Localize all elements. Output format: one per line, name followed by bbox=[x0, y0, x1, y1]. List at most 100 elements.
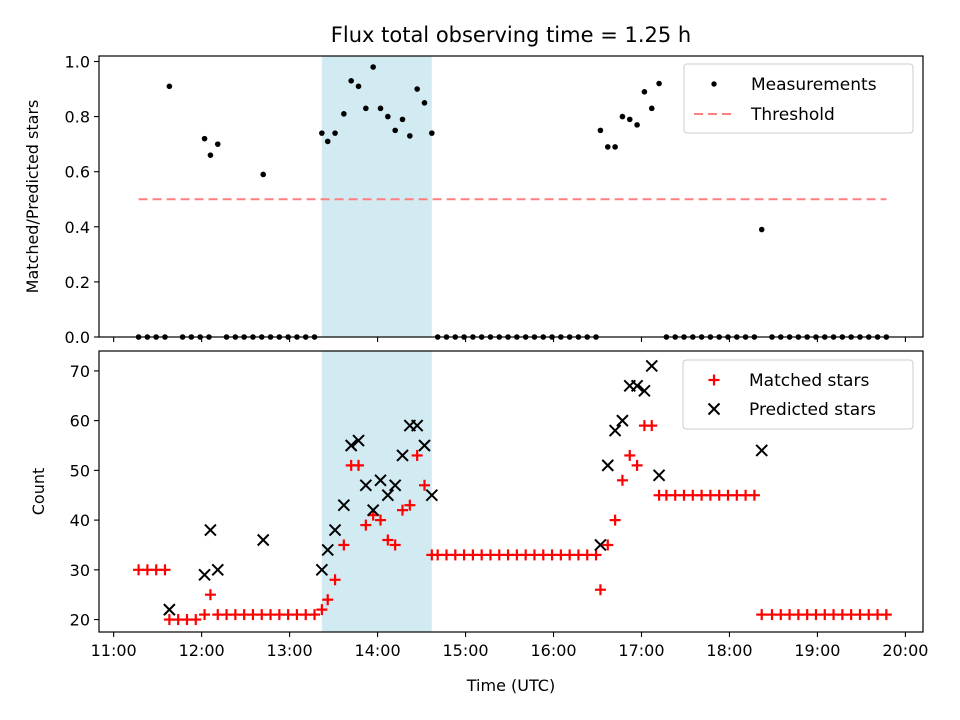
predicted-star-point bbox=[654, 470, 665, 481]
matched-star-point bbox=[632, 460, 643, 471]
measurement-point bbox=[620, 114, 626, 120]
bottom-y-tick-label: 30 bbox=[70, 561, 90, 580]
bottom-x-tick-label: 12:00 bbox=[179, 641, 225, 660]
predicted-star-point bbox=[258, 534, 269, 545]
predicted-star-point bbox=[205, 525, 216, 536]
matched-star-point bbox=[159, 564, 170, 575]
measurement-point bbox=[649, 106, 655, 112]
bottom-x-tick-label: 14:00 bbox=[355, 641, 401, 660]
observing-window-shade-bottom bbox=[322, 351, 432, 632]
measurement-point bbox=[370, 64, 376, 70]
measurement-point bbox=[167, 84, 173, 90]
measurement-point bbox=[215, 141, 221, 147]
legend-threshold-label: Threshold bbox=[750, 105, 835, 125]
measurement-point bbox=[612, 144, 618, 150]
measurement-point bbox=[341, 111, 347, 117]
observing-window-shade-top bbox=[322, 56, 432, 337]
bottom-x-tick-label: 19:00 bbox=[794, 641, 840, 660]
predicted-star-point bbox=[617, 415, 628, 426]
bottom-x-tick-label: 11:00 bbox=[91, 641, 137, 660]
predicted-star-point bbox=[632, 380, 643, 391]
bottom-y-tick-label: 70 bbox=[70, 362, 90, 381]
bottom-y-tick-label: 50 bbox=[70, 461, 90, 480]
bottom-y-tick-label: 60 bbox=[70, 412, 90, 431]
bottom-x-tick-label: 17:00 bbox=[618, 641, 664, 660]
predicted-star-point bbox=[212, 564, 223, 575]
matched-star-point bbox=[205, 589, 216, 600]
top-y-axis: 0.0 0.2 0.4 0.6 0.8 1.0 bbox=[65, 53, 99, 347]
bottom-x-tick-label: 18:00 bbox=[706, 641, 752, 660]
top-y-tick-label: 0.2 bbox=[65, 273, 90, 292]
top-legend: Measurements Threshold bbox=[684, 64, 913, 133]
measurement-point bbox=[319, 130, 325, 136]
predicted-star-point bbox=[602, 460, 613, 471]
bottom-x-tick-label: 15:00 bbox=[442, 641, 488, 660]
matched-star-point bbox=[881, 609, 892, 620]
matched-star-point bbox=[617, 475, 628, 486]
measurement-point bbox=[414, 86, 420, 92]
measurement-point bbox=[642, 89, 648, 95]
bottom-y-tick-label: 20 bbox=[70, 611, 90, 630]
bottom-x-tick-label: 13:00 bbox=[267, 641, 313, 660]
legend-matched-label: Matched stars bbox=[749, 371, 869, 391]
measurement-point bbox=[332, 130, 338, 136]
bottom-legend: Matched stars Predicted stars bbox=[683, 360, 913, 429]
top-y-tick-label: 0.6 bbox=[65, 163, 90, 182]
figure: 0.0 0.2 0.4 0.6 0.8 1.0 Flux total observing … bbox=[0, 0, 960, 720]
legend-predicted-label: Predicted stars bbox=[749, 400, 876, 420]
predicted-stars-points bbox=[164, 360, 767, 615]
predicted-star-point bbox=[646, 360, 657, 371]
measurement-point bbox=[634, 122, 640, 128]
measurement-point bbox=[202, 136, 208, 142]
bottom-y-tick-label: 40 bbox=[70, 511, 90, 530]
matched-star-point bbox=[309, 609, 320, 620]
measurement-point bbox=[605, 144, 611, 150]
measurement-point bbox=[656, 81, 662, 87]
measurement-point bbox=[422, 100, 428, 106]
matched-star-point bbox=[595, 584, 606, 595]
measurement-point bbox=[348, 78, 354, 84]
bottom-x-tick-label: 16:00 bbox=[530, 641, 576, 660]
top-y-tick-label: 0.0 bbox=[65, 328, 90, 347]
legend-measurements-marker bbox=[711, 81, 716, 86]
matched-stars-points bbox=[133, 420, 892, 625]
bottom-y-axis-label: Count bbox=[29, 468, 48, 516]
predicted-star-point bbox=[639, 385, 650, 396]
matched-star-point bbox=[624, 450, 635, 461]
measurement-point bbox=[400, 117, 406, 123]
measurement-point bbox=[356, 84, 362, 90]
chart-title: Flux total observing time = 1.25 h bbox=[331, 23, 691, 47]
predicted-star-point bbox=[756, 445, 767, 456]
measurement-point bbox=[598, 128, 604, 134]
measurement-point bbox=[759, 227, 765, 233]
measurement-point bbox=[208, 152, 214, 158]
matched-star-point bbox=[610, 515, 621, 526]
bottom-x-axis-label: Time (UTC) bbox=[466, 676, 555, 695]
matched-star-point bbox=[190, 614, 201, 625]
matched-star-point bbox=[646, 420, 657, 431]
top-y-tick-label: 0.8 bbox=[65, 108, 90, 127]
measurement-point bbox=[378, 106, 384, 112]
measurement-point bbox=[429, 130, 435, 136]
top-panel: 0.0 0.2 0.4 0.6 0.8 1.0 Flux total observing … bbox=[23, 23, 923, 347]
measurement-point bbox=[627, 117, 633, 123]
predicted-star-point bbox=[164, 604, 175, 615]
matched-star-point bbox=[749, 490, 760, 501]
matched-star-point bbox=[199, 609, 210, 620]
bottom-x-tick-label: 20:00 bbox=[882, 641, 928, 660]
matched-star-point bbox=[756, 609, 767, 620]
measurement-point bbox=[260, 172, 266, 178]
measurement-point bbox=[385, 114, 391, 120]
top-y-tick-label: 0.4 bbox=[65, 218, 90, 237]
predicted-star-point bbox=[610, 425, 621, 436]
top-y-tick-label: 1.0 bbox=[65, 53, 90, 72]
bottom-x-axis: 11:00 12:00 13:00 14:00 15:00 16:00 17:00 18:00… bbox=[91, 632, 929, 660]
measurement-point bbox=[363, 106, 369, 112]
top-y-axis-label: Matched/Predicted stars bbox=[23, 100, 42, 294]
bottom-y-axis: 20 30 40 50 60 70 bbox=[70, 362, 99, 630]
measurement-point bbox=[325, 139, 331, 145]
measurement-point bbox=[392, 128, 398, 134]
predicted-star-point bbox=[199, 569, 210, 580]
matched-star-point bbox=[591, 549, 602, 560]
bottom-panel: 20 30 40 50 60 70 11:00 12:00 13:00 14:00 15:00 16… bbox=[29, 351, 928, 695]
